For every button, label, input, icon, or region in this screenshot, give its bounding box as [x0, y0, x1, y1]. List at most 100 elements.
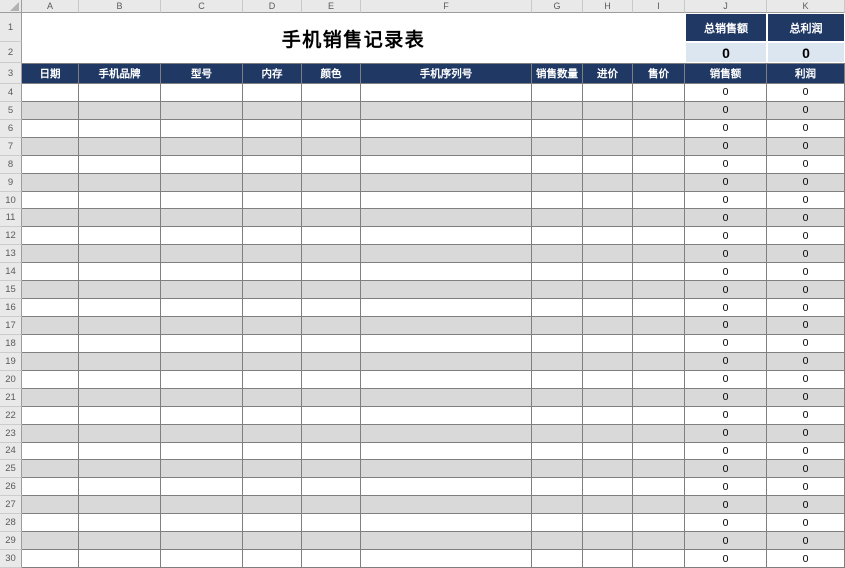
row-number-4[interactable]: 4 — [0, 84, 22, 102]
cell-B10[interactable] — [79, 191, 161, 210]
cell-F11[interactable] — [361, 209, 532, 228]
header-cell-F[interactable]: 手机序列号 — [361, 63, 532, 84]
cell-J29[interactable]: 0 — [685, 532, 767, 551]
cell-K19[interactable]: 0 — [767, 352, 845, 371]
cell-A14[interactable] — [22, 263, 79, 282]
cell-B4[interactable] — [79, 84, 161, 102]
row-number-30[interactable]: 30 — [0, 550, 22, 568]
cell-A13[interactable] — [22, 245, 79, 264]
cell-H9[interactable] — [583, 173, 633, 192]
cell-J7[interactable]: 0 — [685, 137, 767, 156]
cell-E8[interactable] — [302, 155, 361, 174]
cell-D5[interactable] — [243, 101, 302, 120]
row-number-19[interactable]: 19 — [0, 352, 22, 371]
row-number-13[interactable]: 13 — [0, 245, 22, 264]
cell-G15[interactable] — [532, 281, 583, 300]
cell-G18[interactable] — [532, 334, 583, 353]
header-cell-C[interactable]: 型号 — [161, 63, 243, 84]
cell-D21[interactable] — [243, 388, 302, 407]
cell-D18[interactable] — [243, 334, 302, 353]
cell-B21[interactable] — [79, 388, 161, 407]
cell-F24[interactable] — [361, 442, 532, 461]
cell-G19[interactable] — [532, 352, 583, 371]
cell-I5[interactable] — [633, 101, 685, 120]
cell-I11[interactable] — [633, 209, 685, 228]
cell-K7[interactable]: 0 — [767, 137, 845, 156]
header-cell-K[interactable]: 利润 — [767, 63, 845, 84]
cell-C20[interactable] — [161, 370, 243, 389]
cell-E17[interactable] — [302, 317, 361, 335]
cell-A30[interactable] — [22, 550, 79, 568]
cell-H16[interactable] — [583, 299, 633, 318]
cell-C7[interactable] — [161, 137, 243, 156]
cell-H26[interactable] — [583, 478, 633, 497]
cell-C21[interactable] — [161, 388, 243, 407]
column-letter-F[interactable]: F — [361, 0, 532, 13]
cell-E22[interactable] — [302, 406, 361, 425]
cell-I23[interactable] — [633, 424, 685, 443]
row-number-14[interactable]: 14 — [0, 263, 22, 282]
cell-B28[interactable] — [79, 514, 161, 533]
cell-D15[interactable] — [243, 281, 302, 300]
header-cell-J[interactable]: 销售额 — [685, 63, 767, 84]
cell-B7[interactable] — [79, 137, 161, 156]
cell-I24[interactable] — [633, 442, 685, 461]
row-number-11[interactable]: 11 — [0, 209, 22, 228]
column-letter-G[interactable]: G — [532, 0, 583, 13]
cell-D13[interactable] — [243, 245, 302, 264]
cell-E25[interactable] — [302, 460, 361, 479]
cell-J5[interactable]: 0 — [685, 101, 767, 120]
cell-A7[interactable] — [22, 137, 79, 156]
header-cell-H[interactable]: 进价 — [583, 63, 633, 84]
cell-B8[interactable] — [79, 155, 161, 174]
cell-E16[interactable] — [302, 299, 361, 318]
cell-B27[interactable] — [79, 496, 161, 515]
cell-H15[interactable] — [583, 281, 633, 300]
cell-I18[interactable] — [633, 334, 685, 353]
cell-E26[interactable] — [302, 478, 361, 497]
cell-E10[interactable] — [302, 191, 361, 210]
cell-J18[interactable]: 0 — [685, 334, 767, 353]
cell-H30[interactable] — [583, 550, 633, 568]
select-all-corner[interactable] — [0, 0, 22, 13]
cell-F28[interactable] — [361, 514, 532, 533]
cell-G7[interactable] — [532, 137, 583, 156]
cell-D14[interactable] — [243, 263, 302, 282]
cell-B9[interactable] — [79, 173, 161, 192]
cell-I19[interactable] — [633, 352, 685, 371]
cell-E21[interactable] — [302, 388, 361, 407]
row-number-26[interactable]: 26 — [0, 478, 22, 497]
cell-I4[interactable] — [633, 84, 685, 102]
cell-G10[interactable] — [532, 191, 583, 210]
cell-C11[interactable] — [161, 209, 243, 228]
cell-F6[interactable] — [361, 119, 532, 138]
cell-H23[interactable] — [583, 424, 633, 443]
cell-C22[interactable] — [161, 406, 243, 425]
cell-J12[interactable]: 0 — [685, 227, 767, 246]
cell-H21[interactable] — [583, 388, 633, 407]
cell-I26[interactable] — [633, 478, 685, 497]
column-letter-K[interactable]: K — [767, 0, 845, 13]
cell-H6[interactable] — [583, 119, 633, 138]
cell-E9[interactable] — [302, 173, 361, 192]
cell-J27[interactable]: 0 — [685, 496, 767, 515]
cell-A23[interactable] — [22, 424, 79, 443]
cell-D7[interactable] — [243, 137, 302, 156]
cell-G14[interactable] — [532, 263, 583, 282]
row-number-25[interactable]: 25 — [0, 460, 22, 479]
cell-E29[interactable] — [302, 532, 361, 551]
total-sales-label[interactable]: 总销售额 — [685, 13, 767, 42]
cell-E6[interactable] — [302, 119, 361, 138]
cell-I16[interactable] — [633, 299, 685, 318]
cell-G28[interactable] — [532, 514, 583, 533]
cell-G6[interactable] — [532, 119, 583, 138]
cell-C9[interactable] — [161, 173, 243, 192]
cell-G24[interactable] — [532, 442, 583, 461]
cell-K8[interactable]: 0 — [767, 155, 845, 174]
cell-C13[interactable] — [161, 245, 243, 264]
cell-B29[interactable] — [79, 532, 161, 551]
cell-K30[interactable]: 0 — [767, 550, 845, 568]
row-number-8[interactable]: 8 — [0, 155, 22, 174]
cell-C14[interactable] — [161, 263, 243, 282]
cell-J30[interactable]: 0 — [685, 550, 767, 568]
